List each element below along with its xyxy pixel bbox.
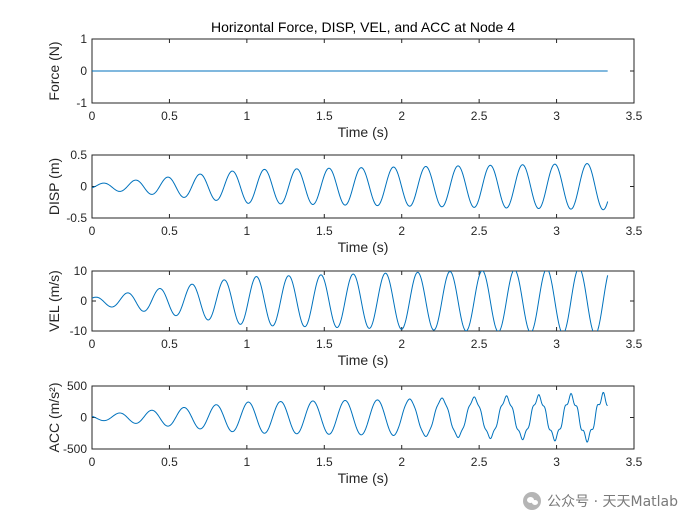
watermark: 公众号 · 天天Matlab <box>523 491 678 511</box>
x-tick-label: 2.5 <box>471 109 488 123</box>
x-tick-label: 1.5 <box>316 337 333 351</box>
x-tick-label: 0.5 <box>161 337 178 351</box>
axes-box-2 <box>91 154 635 219</box>
x-tick-label: 2 <box>398 337 405 351</box>
x-tick-label: 2.5 <box>471 455 488 469</box>
x-tick-label: 2 <box>398 109 405 123</box>
y-tick-label: 0 <box>80 180 87 194</box>
x-tick-label: 1 <box>244 337 251 351</box>
y-tick-label: 1 <box>80 32 87 46</box>
x-tick-label: 1 <box>244 455 251 469</box>
y-tick-label: 0 <box>80 411 87 425</box>
x-tick-label: 3 <box>553 224 560 238</box>
axes-box-4 <box>91 385 635 450</box>
x-tick-label: 0.5 <box>161 109 178 123</box>
x-tick-label: 1 <box>244 109 251 123</box>
x-tick-label: 3.5 <box>626 224 643 238</box>
y-tick-label: 0.5 <box>70 148 87 162</box>
x-axis-label: Time (s) <box>338 470 389 486</box>
y-axis-label: Force (N) <box>46 41 62 100</box>
y-tick-label: 10 <box>74 264 88 278</box>
x-tick-label: 1.5 <box>316 109 333 123</box>
x-tick-label: 3 <box>553 109 560 123</box>
x-tick-label: 2 <box>398 455 405 469</box>
x-tick-label: 3.5 <box>626 109 643 123</box>
x-tick-label: 1 <box>244 224 251 238</box>
chart-title: Horizontal Force, DISP, VEL, and ACC at … <box>211 19 515 35</box>
y-tick-label: -1 <box>76 96 87 110</box>
x-tick-label: 0 <box>89 455 96 469</box>
x-tick-label: 2.5 <box>471 224 488 238</box>
series-line-4 <box>92 391 608 443</box>
x-tick-label: 0 <box>89 109 96 123</box>
y-tick-label: 500 <box>67 379 87 393</box>
watermark-text: 公众号 · 天天Matlab <box>547 494 678 510</box>
y-tick-label: -10 <box>70 324 88 338</box>
x-tick-label: 2.5 <box>471 337 488 351</box>
y-tick-label: -500 <box>63 442 87 456</box>
y-axis-label: VEL (m/s) <box>46 270 62 332</box>
wechat-icon <box>523 492 542 510</box>
y-axis-label: ACC (m/s²) <box>46 383 62 453</box>
x-axis-label: Time (s) <box>338 124 389 140</box>
x-tick-label: 2 <box>398 224 405 238</box>
y-tick-label: -0.5 <box>66 211 87 225</box>
x-tick-label: 0.5 <box>161 455 178 469</box>
y-axis-label: DISP (m) <box>46 158 62 215</box>
x-axis-label: Time (s) <box>338 352 389 368</box>
series-line-2 <box>92 163 609 211</box>
axes-box-3 <box>91 270 635 332</box>
x-tick-label: 3 <box>553 337 560 351</box>
x-tick-label: 0 <box>89 337 96 351</box>
x-tick-label: 3.5 <box>626 455 643 469</box>
x-tick-label: 3.5 <box>626 337 643 351</box>
series-line-3 <box>92 271 609 331</box>
x-tick-label: 1.5 <box>316 224 333 238</box>
x-tick-label: 1.5 <box>316 455 333 469</box>
y-tick-label: 0 <box>80 294 87 308</box>
x-tick-label: 0.5 <box>161 224 178 238</box>
y-tick-label: 0 <box>80 64 87 78</box>
x-tick-label: 0 <box>89 224 96 238</box>
x-tick-label: 3 <box>553 455 560 469</box>
x-axis-label: Time (s) <box>338 239 389 255</box>
